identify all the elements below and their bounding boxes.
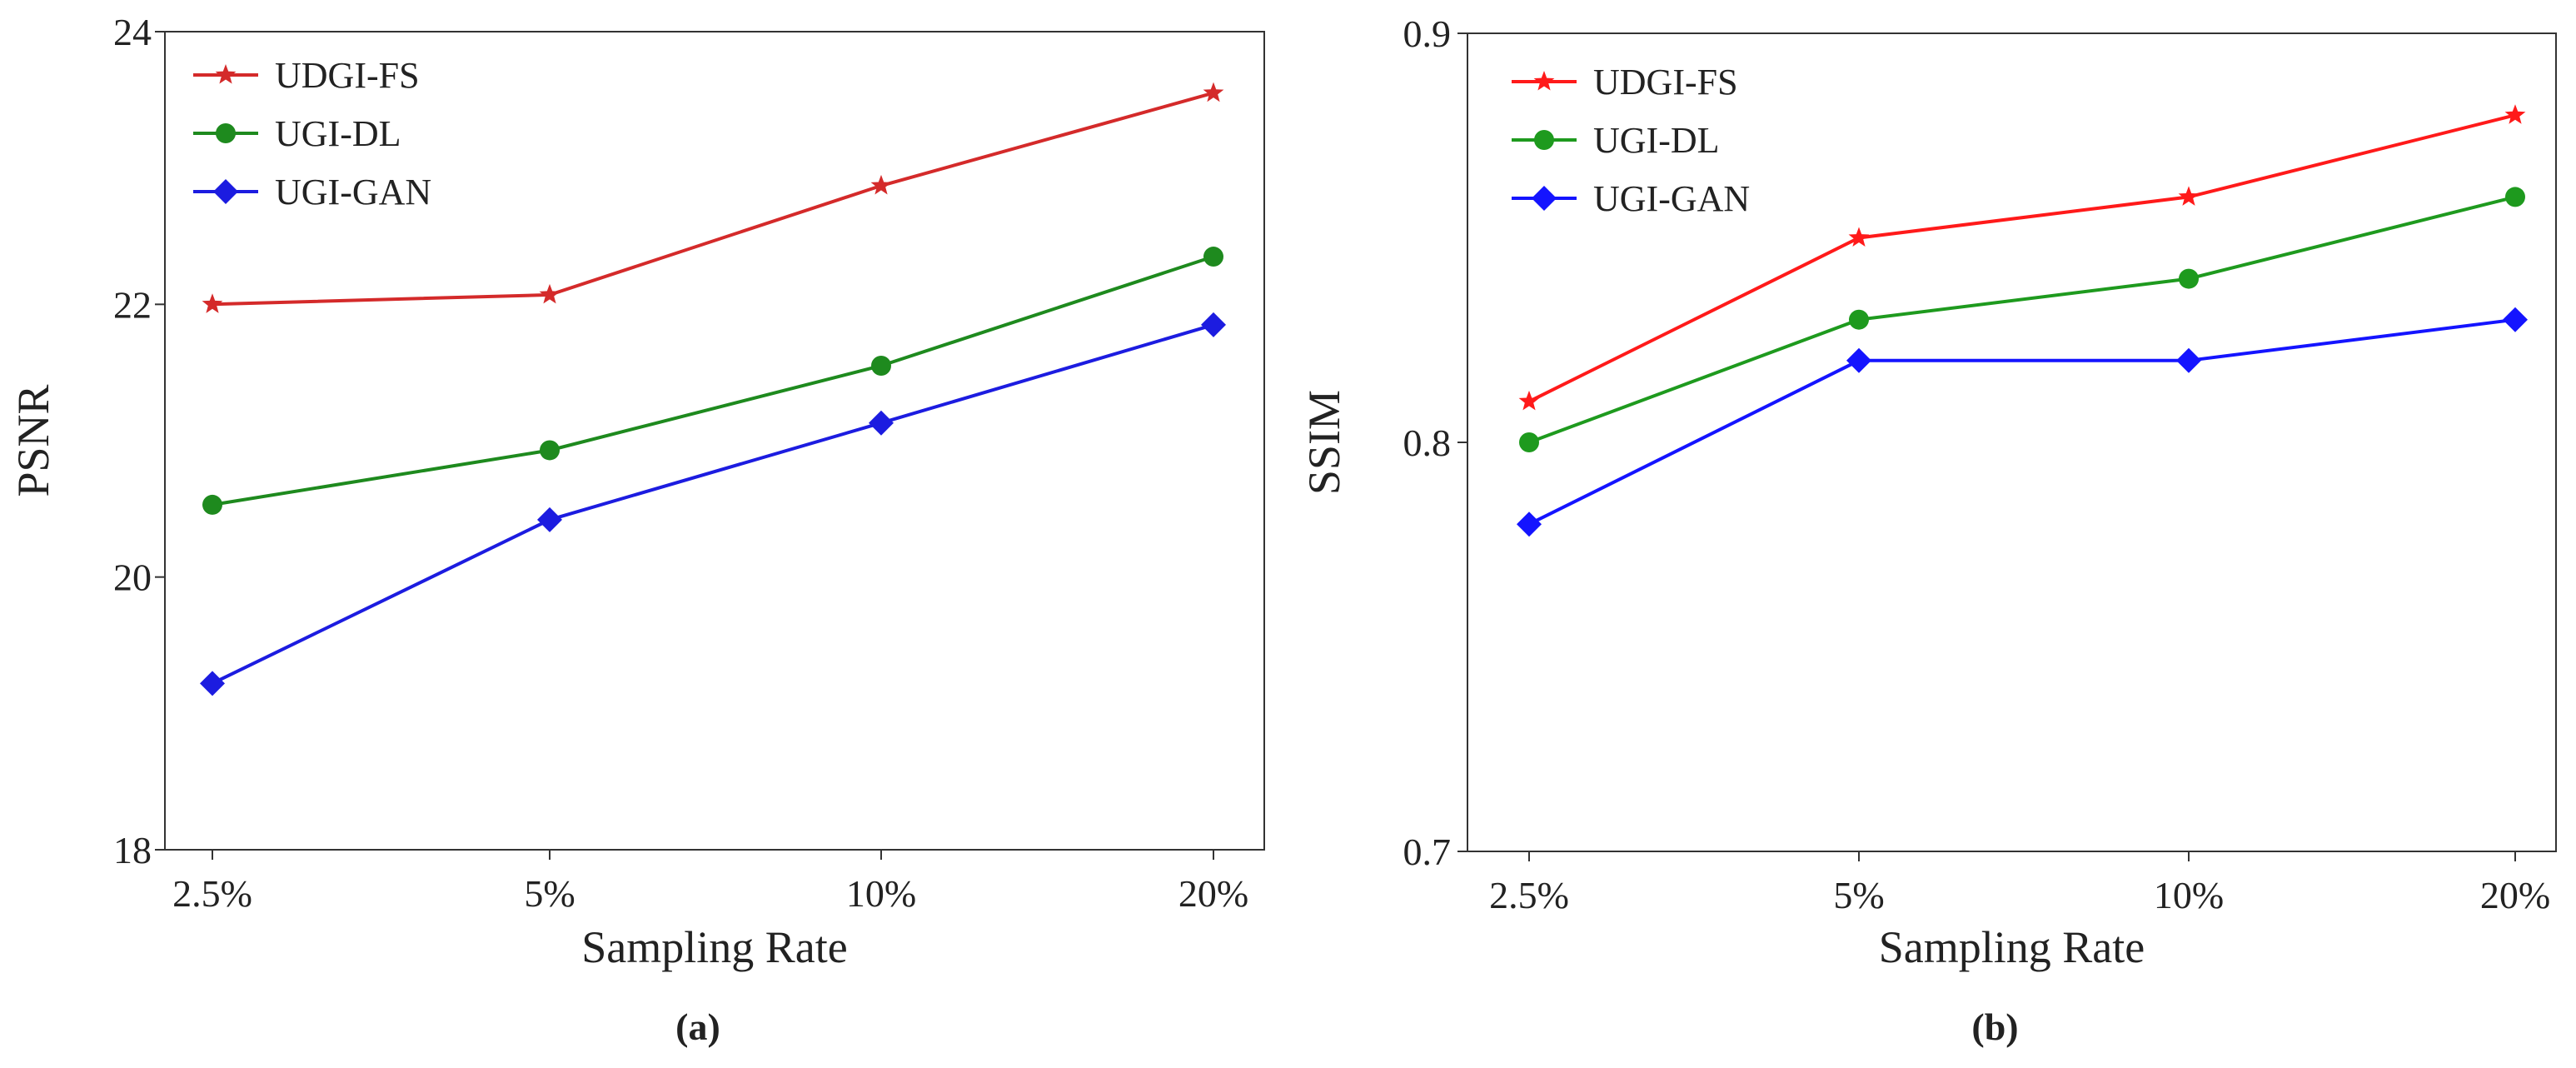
- data-point-ugi-dl: [2179, 268, 2199, 289]
- x-axis-label: Sampling Rate: [581, 922, 847, 972]
- legend-marker: [1533, 71, 1555, 91]
- x-axis-label: Sampling Rate: [1879, 922, 2145, 972]
- legend-marker: [216, 123, 236, 143]
- data-point-ugi-gan: [1846, 347, 1871, 373]
- data-point-ugi-dl: [540, 440, 560, 461]
- y-tick-label: 0.7: [1403, 831, 1452, 873]
- y-axis-label: SSIM: [1299, 390, 1349, 495]
- data-point-udgi-fs: [202, 293, 223, 313]
- series-line-ugi-dl: [212, 255, 1214, 507]
- data-point-ugi-dl: [1519, 432, 1539, 452]
- x-tick-label: 10%: [2154, 874, 2224, 916]
- y-tick-label: 0.9: [1403, 12, 1452, 55]
- data-point-ugi-gan: [2176, 347, 2201, 373]
- panel-label: (a): [675, 1006, 720, 1048]
- data-point-ugi-gan: [869, 410, 894, 436]
- legend: UDGI-FS UGI-DL UGI-GAN: [1512, 62, 1750, 219]
- data-point-ugi-gan: [2503, 307, 2528, 332]
- data-point-ugi-dl: [1203, 247, 1223, 267]
- data-point-udgi-fs: [1203, 82, 1224, 102]
- series-line-udgi-fs: [212, 91, 1214, 307]
- legend-label: UGI-DL: [1593, 120, 1720, 161]
- data-point-ugi-dl: [871, 355, 891, 376]
- data-point-ugi-gan: [537, 507, 562, 532]
- legend-label: UGI-GAN: [1593, 178, 1750, 219]
- series-line-udgi-fs: [1528, 113, 2516, 403]
- data-point-udgi-fs: [2504, 104, 2526, 124]
- data-point-ugi-dl: [1849, 309, 1869, 330]
- data-point-udgi-fs: [1518, 390, 1540, 411]
- legend-marker: [215, 64, 237, 84]
- series-line-ugi-gan: [212, 322, 1214, 686]
- data-point-ugi-dl: [202, 494, 222, 515]
- series-line-ugi-dl: [1528, 195, 2516, 444]
- data-point-ugi-dl: [2505, 187, 2525, 207]
- data-point-ugi-gan: [1517, 512, 1542, 537]
- panel-label: (b): [1971, 1006, 2018, 1048]
- plot-frame: [164, 31, 1265, 851]
- data-point-udgi-fs: [870, 174, 892, 195]
- legend-label: UGI-DL: [275, 113, 401, 154]
- legend-label: UGI-GAN: [275, 172, 431, 212]
- y-tick-label: 20: [113, 556, 152, 599]
- chart-panel-b: 0.7 0.8 0.9 2.5% 5% 10% 20% Sampling Rate SSIM UD…: [1299, 12, 2557, 1048]
- data-point-udgi-fs: [1848, 227, 1870, 247]
- x-tick-label: 2.5%: [172, 872, 252, 915]
- x-tick-label: 20%: [2480, 874, 2550, 916]
- y-tick-label: 24: [113, 11, 152, 53]
- legend-marker: [213, 179, 238, 204]
- x-tick-label: 5%: [1833, 874, 1884, 916]
- x-tick-label: 2.5%: [1489, 874, 1569, 916]
- x-tick-label: 5%: [524, 872, 575, 915]
- y-axis-label: PSNR: [8, 384, 58, 497]
- y-tick-label: 22: [113, 283, 152, 326]
- legend-marker: [1534, 130, 1554, 150]
- legend-label: UDGI-FS: [1593, 62, 1738, 102]
- legend: UDGI-FS UGI-DL UGI-GAN: [193, 55, 431, 212]
- y-tick-label: 0.8: [1403, 422, 1452, 464]
- legend-label: UDGI-FS: [275, 55, 420, 96]
- series-line-ugi-gan: [1528, 317, 2516, 526]
- data-point-ugi-gan: [1201, 312, 1226, 337]
- x-tick-label: 10%: [846, 872, 916, 915]
- y-tick-label: 18: [113, 829, 152, 871]
- data-point-udgi-fs: [2178, 186, 2200, 206]
- data-point-udgi-fs: [539, 283, 561, 304]
- legend-marker: [1532, 186, 1557, 211]
- data-point-ugi-gan: [200, 671, 225, 696]
- chart-panel-a: 18 20 22 24 2.5% 5% 10% 20% Sampling Rate PSNR UDG…: [8, 11, 1265, 1048]
- x-tick-label: 20%: [1178, 872, 1248, 915]
